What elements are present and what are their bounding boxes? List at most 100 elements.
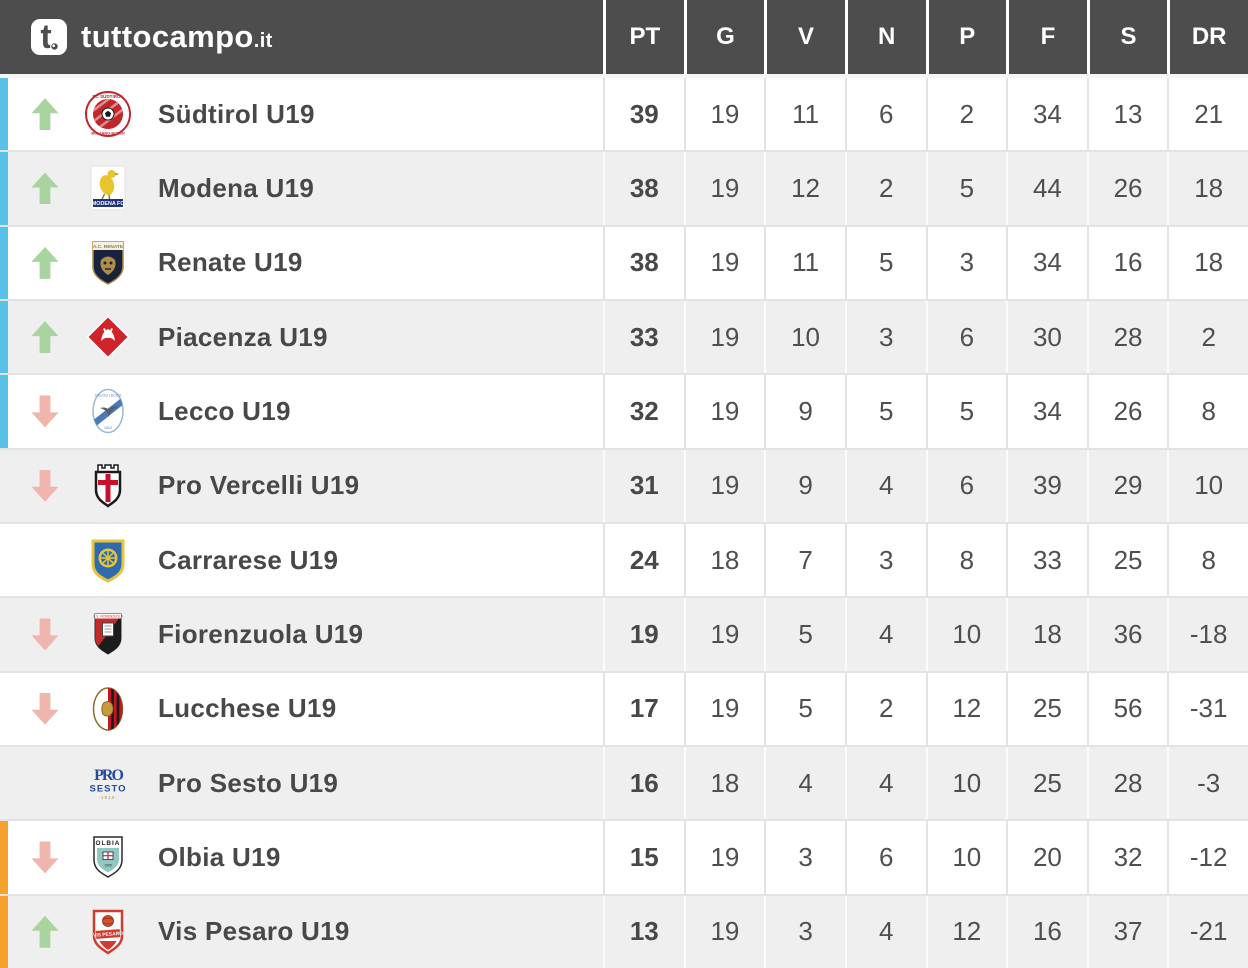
stat-p: 10	[925, 746, 1007, 820]
svg-text:CALCIO LECCO: CALCIO LECCO	[95, 394, 122, 398]
rank-up-arrow-icon	[31, 321, 59, 354]
brand-name-text: tuttocampo	[81, 19, 254, 54]
promotion-zone-stripe	[0, 226, 8, 299]
stat-s: 32	[1086, 821, 1168, 894]
stat-p: 5	[925, 375, 1007, 448]
table-row[interactable]: Carrarese U19 24 18 7 3 8 33 25 8	[0, 521, 1248, 597]
table-header: t tuttocampo .it PT G V N P F S DR	[0, 0, 1248, 74]
movement-indicator	[30, 393, 60, 429]
stat-p: 12	[925, 672, 1007, 745]
stat-s: 56	[1086, 672, 1168, 745]
team-cell: A.C. RENATE Renate U19	[0, 227, 603, 299]
fiorenzuola-crest-icon: U.S. FIORENZUOLA	[84, 610, 132, 658]
table-row[interactable]: PRO SESTO -1913- Pro Sesto U19 16 18 4 4 10 25 28-…	[0, 744, 1248, 820]
table-row[interactable]: Piacenza U19 33 19 10 3 6 30 28 2	[0, 298, 1248, 374]
svg-text:OLBIA: OLBIA	[96, 840, 121, 847]
stat-g: 18	[683, 746, 765, 820]
table-row[interactable]: U.S. FIORENZUOLA Fiorenzuola U19 19 19 5 4 10 1…	[0, 596, 1248, 671]
table-row[interactable]: MODENA FC Modena U19 38 19 12 2 5 44 26 18	[0, 150, 1248, 225]
stat-pt: 13	[603, 895, 684, 968]
stats-cells: 33 19 10 3 6 30 28 2	[603, 300, 1248, 374]
header-divider	[0, 74, 1248, 78]
stat-v: 4	[764, 746, 845, 820]
stat-f: 34	[1006, 226, 1087, 299]
svg-text:1912: 1912	[104, 426, 112, 430]
rank-down-arrow-icon	[31, 692, 59, 725]
pro-vercelli-crest-icon	[84, 462, 132, 510]
table-row[interactable]: Lucchese U19 17 19 5 2 12 25 56 -31	[0, 670, 1248, 745]
stat-pt: 32	[603, 375, 684, 448]
stat-p: 5	[925, 152, 1007, 225]
vis-pesaro-crest-icon: VIS PESARO	[84, 908, 132, 956]
svg-text:PRO: PRO	[94, 767, 123, 784]
movement-indicator	[30, 245, 60, 281]
stat-n: 3	[844, 523, 926, 597]
stat-s: 28	[1086, 746, 1168, 820]
stat-f: 34	[1006, 78, 1087, 151]
stat-f: 25	[1006, 746, 1087, 820]
rows-container: FC SÜDTIROL BOLZANO·BOZEN Südtirol U19 39 19…	[0, 78, 1248, 968]
stat-s: 29	[1086, 449, 1168, 522]
stats-cells: 24 18 7 3 8 33 25 8	[603, 523, 1248, 597]
stat-g: 19	[683, 449, 765, 522]
table-row[interactable]: CALCIO LECCO 1912 Lecco U19 32 19 9 5 5 34 26 8	[0, 373, 1248, 448]
stat-g: 19	[683, 598, 765, 671]
rank-down-arrow-icon	[31, 395, 59, 428]
stat-f: 16	[1006, 895, 1087, 968]
team-name: Carrarese U19	[158, 544, 339, 575]
svg-text:U.S. FIORENZUOLA: U.S. FIORENZUOLA	[93, 615, 124, 619]
stat-g: 19	[683, 375, 765, 448]
table-row[interactable]: Pro Vercelli U19 31 19 9 4 6 39 29 10	[0, 447, 1248, 522]
team-cell: Piacenza U19	[0, 301, 603, 373]
table-row[interactable]: FC SÜDTIROL BOLZANO·BOZEN Südtirol U19 39 19…	[0, 78, 1248, 151]
stat-dr: -31	[1167, 672, 1248, 745]
svg-text:-1913-: -1913-	[98, 795, 117, 800]
stat-pt: 15	[603, 821, 684, 894]
column-header-p: P	[925, 0, 1007, 74]
team-name: Vis Pesaro U19	[158, 916, 350, 947]
table-row[interactable]: A.C. RENATE Renate U19 38 19 11 5 3 34 16 18	[0, 224, 1248, 299]
stat-dr: 8	[1167, 375, 1248, 448]
rank-down-arrow-icon	[31, 618, 59, 651]
stat-s: 36	[1086, 598, 1168, 671]
rank-up-arrow-icon	[31, 915, 59, 948]
stat-dr: 21	[1167, 78, 1248, 151]
rank-up-arrow-icon	[31, 246, 59, 279]
stat-p: 6	[925, 449, 1007, 522]
stat-f: 34	[1006, 375, 1087, 448]
stats-cells: 13 19 3 4 12 16 37 -21	[603, 895, 1248, 968]
team-cell: PRO SESTO -1913- Pro Sesto U19	[0, 747, 603, 819]
stat-f: 39	[1006, 449, 1087, 522]
stats-cells: 19 19 5 4 10 18 36 -18	[603, 598, 1248, 671]
column-header-v: V	[764, 0, 845, 74]
stat-dr: 18	[1167, 152, 1248, 225]
lecco-crest-icon: CALCIO LECCO 1912	[84, 387, 132, 435]
tuttocampo-brand[interactable]: t tuttocampo .it	[0, 0, 603, 74]
sudtirol-crest-icon: FC SÜDTIROL BOLZANO·BOZEN	[84, 90, 132, 138]
stat-n: 4	[844, 598, 926, 671]
table-row[interactable]: VIS PESARO Vis Pesaro U19 13 19 3 4 12 16 37 -21	[0, 893, 1248, 968]
stat-v: 5	[764, 672, 845, 745]
svg-text:1905: 1905	[104, 864, 112, 868]
team-name: Renate U19	[158, 247, 303, 278]
stat-p: 3	[925, 226, 1007, 299]
table-row[interactable]: OLBIA 1905 Olbia U19 15 19 3 6 10 20 32 -12	[0, 819, 1248, 894]
stat-dr: 2	[1167, 300, 1248, 374]
stat-dr: 8	[1167, 523, 1248, 597]
relegation-zone-stripe	[0, 895, 8, 968]
column-header-g: G	[683, 0, 765, 74]
stat-n: 4	[844, 895, 926, 968]
stat-n: 2	[844, 152, 926, 225]
team-name: Fiorenzuola U19	[158, 618, 364, 649]
stat-g: 19	[683, 895, 765, 968]
stat-dr: -12	[1167, 821, 1248, 894]
svg-text:A.C. RENATE: A.C. RENATE	[93, 244, 124, 250]
stat-v: 10	[764, 300, 845, 374]
modena-crest-icon: MODENA FC	[84, 164, 132, 212]
team-cell: VIS PESARO Vis Pesaro U19	[0, 896, 603, 968]
movement-indicator	[30, 170, 60, 206]
team-cell: U.S. FIORENZUOLA Fiorenzuola U19	[0, 598, 603, 670]
stat-n: 3	[844, 300, 926, 374]
stats-cells: 38 19 12 2 5 44 26 18	[603, 152, 1248, 225]
